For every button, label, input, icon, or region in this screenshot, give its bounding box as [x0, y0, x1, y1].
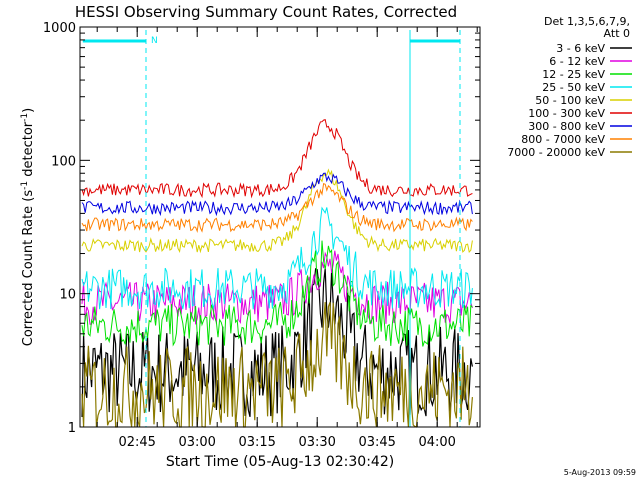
series-line — [81, 118, 473, 199]
x-tick-label: 03:00 — [178, 435, 215, 450]
series-line — [81, 168, 473, 254]
x-tick-label: 03:30 — [298, 435, 335, 450]
legend-label: 100 - 300 keV — [528, 107, 605, 120]
plot-frame — [79, 26, 481, 428]
y-axis-label: Corrected Count Rate (s-1 detector-1) — [20, 108, 36, 346]
marker-layer: N — [82, 30, 461, 427]
series-line — [81, 183, 473, 233]
tick-layer: 1 10 100 1000 02:45 03:00 03:15 03:30 03:45 04:00 — [43, 21, 480, 450]
legend-header: Att 0 — [604, 27, 630, 40]
series-layer — [81, 118, 473, 428]
chart-title: HESSI Observing Summary Count Rates, Cor… — [75, 3, 457, 21]
legend-label: 7000 - 20000 keV — [507, 146, 605, 159]
series-line — [81, 250, 473, 325]
y-tick-label: 1000 — [43, 21, 76, 36]
series-line — [81, 302, 473, 428]
legend-label: 25 - 50 keV — [542, 81, 605, 94]
y-tick-label: 100 — [51, 154, 76, 169]
night-label: N — [151, 36, 158, 46]
series-line — [81, 206, 473, 311]
y-tick-label: 10 — [59, 288, 76, 303]
legend-label: 3 - 6 keV — [556, 42, 605, 55]
legend-label: 6 - 12 keV — [549, 55, 605, 68]
x-tick-label: 03:45 — [358, 435, 395, 450]
series-line — [81, 268, 473, 418]
x-tick-label: 02:45 — [118, 435, 155, 450]
footer-timestamp: 5-Aug-2013 09:59 — [564, 468, 636, 477]
series-line — [81, 172, 473, 217]
y-tick-label: 1 — [68, 421, 76, 436]
legend-label: 12 - 25 keV — [542, 68, 605, 81]
legend-header: Det 1,3,5,6,7,9, — [544, 15, 630, 28]
legend-label: 800 - 7000 keV — [521, 133, 605, 146]
x-tick-label: 04:00 — [418, 435, 455, 450]
series-line — [81, 240, 473, 347]
legend-label: 50 - 100 keV — [535, 94, 605, 107]
x-axis-label: Start Time (05-Aug-13 02:30:42) — [166, 454, 394, 470]
legend-label: 300 - 800 keV — [528, 120, 605, 133]
x-tick-label: 03:15 — [238, 435, 275, 450]
